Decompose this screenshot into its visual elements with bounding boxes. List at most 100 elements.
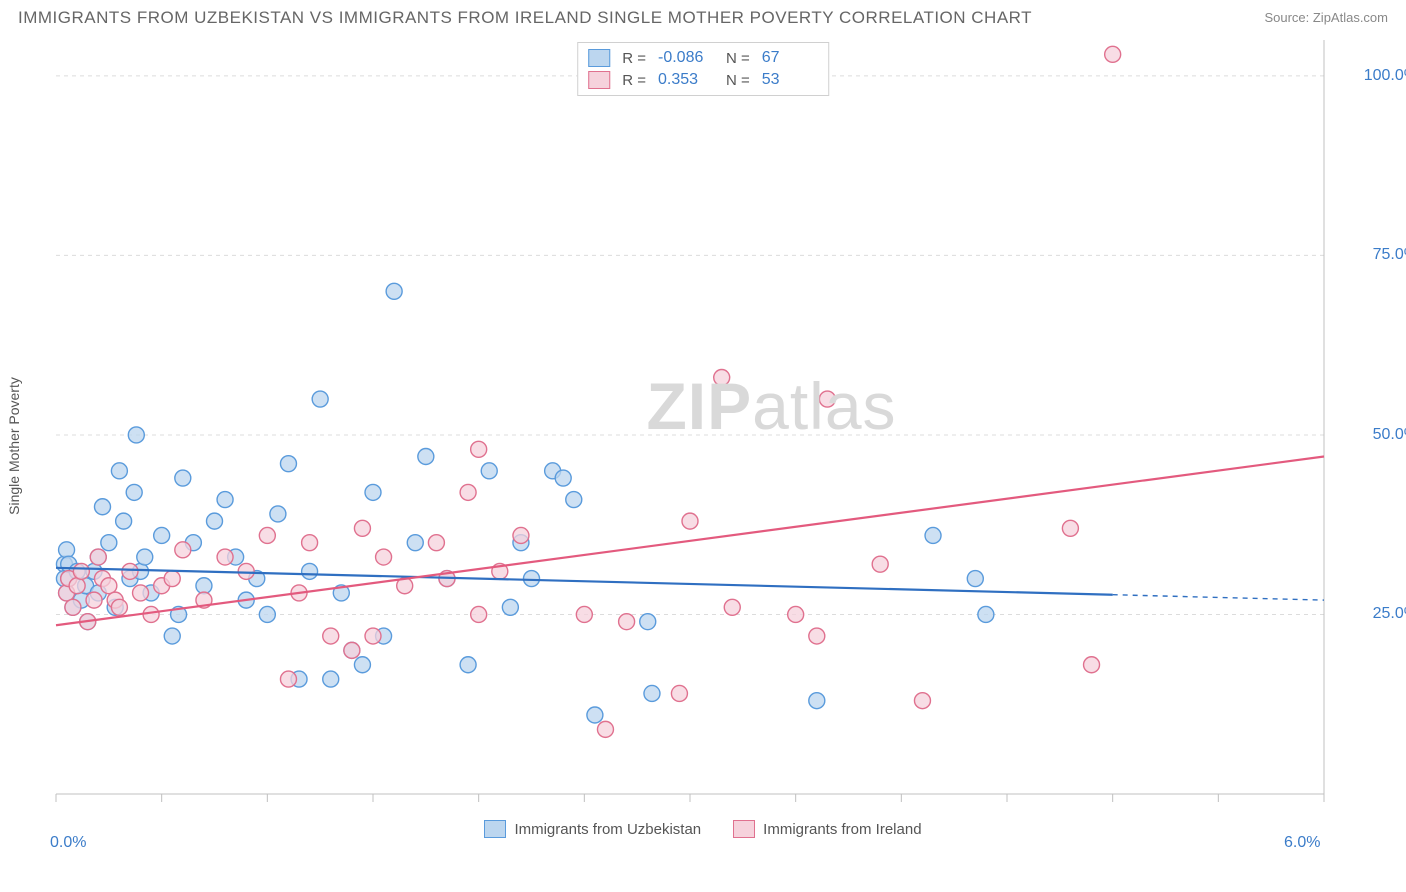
x-tick-label: 6.0% [1284, 834, 1320, 852]
scatter-point [513, 527, 529, 543]
n-value: 53 [762, 71, 818, 89]
scatter-point [407, 535, 423, 551]
legend-swatch [484, 820, 506, 838]
scatter-point [111, 463, 127, 479]
series-legend: Immigrants from Uzbekistan Immigrants fro… [18, 814, 1388, 842]
scatter-point [164, 628, 180, 644]
scatter-point [502, 599, 518, 615]
scatter-point [207, 513, 223, 529]
scatter-point [1062, 520, 1078, 536]
scatter-point [175, 542, 191, 558]
scatter-point [259, 606, 275, 622]
scatter-plot [18, 34, 1358, 814]
x-tick-label: 0.0% [50, 834, 86, 852]
legend-stat-row: R = -0.086 N = 67 [588, 47, 818, 69]
scatter-point [101, 535, 117, 551]
scatter-point [640, 614, 656, 630]
r-label: R = [622, 50, 646, 67]
n-label: N = [726, 72, 750, 89]
y-tick-label: 75.0% [1373, 246, 1406, 264]
legend-item: Immigrants from Uzbekistan [484, 820, 701, 838]
scatter-point [524, 571, 540, 587]
scatter-point [196, 578, 212, 594]
scatter-point [619, 614, 635, 630]
correlation-legend: R = -0.086 N = 67 R = 0.353 N = 53 [577, 42, 829, 96]
scatter-point [365, 484, 381, 500]
scatter-point [809, 693, 825, 709]
legend-item: Immigrants from Ireland [733, 820, 921, 838]
scatter-point [323, 671, 339, 687]
scatter-point [238, 563, 254, 579]
scatter-point [788, 606, 804, 622]
scatter-point [1105, 46, 1121, 62]
scatter-point [644, 685, 660, 701]
scatter-point [576, 606, 592, 622]
scatter-point [128, 427, 144, 443]
trend-line-extrapolated [1113, 595, 1324, 600]
chart-container: Single Mother Poverty ZIPatlas R =-0.086… [18, 34, 1388, 842]
scatter-point [154, 527, 170, 543]
y-tick-label: 25.0% [1373, 605, 1406, 623]
r-value: -0.086 [658, 49, 714, 67]
scatter-point [217, 549, 233, 565]
scatter-point [376, 549, 392, 565]
legend-stat-row: R = 0.353 N = 53 [588, 69, 818, 91]
scatter-point [481, 463, 497, 479]
scatter-point [122, 563, 138, 579]
scatter-point [137, 549, 153, 565]
scatter-point [460, 657, 476, 673]
legend-swatch [588, 49, 610, 67]
scatter-point [344, 642, 360, 658]
scatter-point [280, 456, 296, 472]
scatter-point [724, 599, 740, 615]
scatter-point [116, 513, 132, 529]
scatter-point [302, 563, 318, 579]
scatter-point [914, 693, 930, 709]
scatter-point [365, 628, 381, 644]
r-value: 0.353 [658, 71, 714, 89]
scatter-point [671, 685, 687, 701]
scatter-point [967, 571, 983, 587]
scatter-point [302, 535, 318, 551]
source-name: ZipAtlas.com [1313, 10, 1388, 25]
scatter-point [872, 556, 888, 572]
scatter-point [164, 571, 180, 587]
y-tick-label: 50.0% [1373, 426, 1406, 444]
scatter-point [133, 585, 149, 601]
trend-line [56, 456, 1324, 625]
scatter-point [471, 606, 487, 622]
scatter-point [312, 391, 328, 407]
scatter-point [597, 721, 613, 737]
scatter-point [59, 542, 75, 558]
scatter-point [90, 549, 106, 565]
n-label: N = [726, 50, 750, 67]
n-value: 67 [762, 49, 818, 67]
trend-line [56, 568, 1113, 595]
source-prefix: Source: [1264, 10, 1312, 25]
legend-swatch [733, 820, 755, 838]
scatter-point [566, 492, 582, 508]
scatter-point [143, 606, 159, 622]
scatter-point [460, 484, 476, 500]
scatter-point [111, 599, 127, 615]
y-axis-label: Single Mother Poverty [6, 377, 22, 515]
scatter-point [1084, 657, 1100, 673]
scatter-point [270, 506, 286, 522]
r-label: R = [622, 72, 646, 89]
legend-label: Immigrants from Ireland [763, 821, 921, 838]
scatter-point [819, 391, 835, 407]
scatter-point [682, 513, 698, 529]
scatter-point [354, 520, 370, 536]
scatter-point [217, 492, 233, 508]
scatter-point [65, 599, 81, 615]
legend-swatch [588, 71, 610, 89]
y-tick-label: 100.0% [1364, 67, 1406, 85]
scatter-point [418, 448, 434, 464]
scatter-point [714, 370, 730, 386]
scatter-point [69, 578, 85, 594]
scatter-point [471, 441, 487, 457]
scatter-point [555, 470, 571, 486]
scatter-point [280, 671, 296, 687]
scatter-point [587, 707, 603, 723]
scatter-point [809, 628, 825, 644]
